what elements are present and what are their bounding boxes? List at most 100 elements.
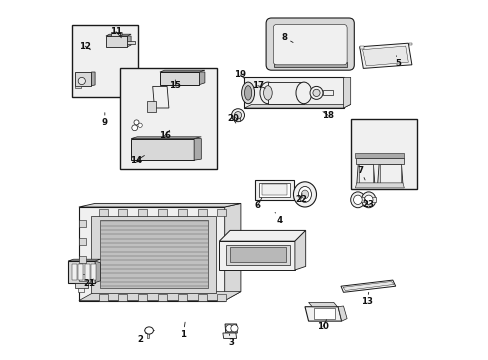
Text: 17: 17 <box>251 81 265 90</box>
Ellipse shape <box>361 192 375 208</box>
Bar <box>350 119 416 189</box>
Polygon shape <box>408 43 411 45</box>
Polygon shape <box>258 183 289 197</box>
Polygon shape <box>356 164 374 184</box>
Polygon shape <box>79 274 86 281</box>
Ellipse shape <box>350 192 365 208</box>
Polygon shape <box>118 209 127 216</box>
Ellipse shape <box>78 77 85 85</box>
Ellipse shape <box>132 125 137 131</box>
Polygon shape <box>75 72 91 86</box>
Polygon shape <box>106 36 127 47</box>
Ellipse shape <box>298 186 311 202</box>
Ellipse shape <box>301 190 308 199</box>
Polygon shape <box>138 209 147 216</box>
Polygon shape <box>217 209 226 216</box>
Polygon shape <box>343 282 393 291</box>
Polygon shape <box>99 294 107 301</box>
Ellipse shape <box>312 89 320 96</box>
Text: 10: 10 <box>316 320 328 331</box>
Polygon shape <box>308 302 337 307</box>
Text: 14: 14 <box>130 156 144 165</box>
Polygon shape <box>355 197 375 202</box>
Polygon shape <box>355 153 404 158</box>
Polygon shape <box>340 280 395 292</box>
Text: 22: 22 <box>294 194 306 203</box>
Polygon shape <box>131 139 194 160</box>
Polygon shape <box>379 164 400 184</box>
Polygon shape <box>322 90 332 95</box>
Text: 18: 18 <box>322 111 333 120</box>
Text: 16: 16 <box>158 130 170 140</box>
Ellipse shape <box>134 120 139 125</box>
Polygon shape <box>101 220 208 288</box>
Text: 6: 6 <box>254 198 261 210</box>
Polygon shape <box>219 230 305 241</box>
Ellipse shape <box>230 325 238 332</box>
Ellipse shape <box>234 112 241 119</box>
Text: 2: 2 <box>137 333 146 343</box>
Polygon shape <box>79 256 86 263</box>
Polygon shape <box>127 41 134 44</box>
Polygon shape <box>261 184 286 195</box>
Polygon shape <box>359 43 411 68</box>
Polygon shape <box>75 86 81 88</box>
Polygon shape <box>79 238 86 245</box>
Polygon shape <box>224 203 241 301</box>
Ellipse shape <box>225 325 232 332</box>
Ellipse shape <box>260 82 275 104</box>
Polygon shape <box>79 207 224 301</box>
Polygon shape <box>79 220 86 227</box>
Polygon shape <box>84 264 89 280</box>
Polygon shape <box>160 70 204 72</box>
Polygon shape <box>120 32 122 36</box>
Bar <box>267 82 303 104</box>
Polygon shape <box>219 241 294 270</box>
Polygon shape <box>235 115 240 121</box>
Polygon shape <box>99 209 107 216</box>
Polygon shape <box>68 261 95 283</box>
Bar <box>120 68 217 169</box>
Polygon shape <box>217 294 226 301</box>
Polygon shape <box>358 164 372 184</box>
Bar <box>72 25 138 97</box>
Polygon shape <box>337 306 346 321</box>
Polygon shape <box>377 164 402 184</box>
Text: 15: 15 <box>169 80 181 90</box>
Text: 5: 5 <box>395 56 401 68</box>
Polygon shape <box>75 283 88 288</box>
Text: 8: 8 <box>281 33 292 42</box>
Text: 1: 1 <box>180 322 186 338</box>
Polygon shape <box>226 245 289 265</box>
Polygon shape <box>355 158 403 164</box>
Polygon shape <box>244 104 350 108</box>
Polygon shape <box>147 330 150 338</box>
Polygon shape <box>178 294 186 301</box>
Text: 7: 7 <box>357 166 365 180</box>
FancyBboxPatch shape <box>265 18 354 70</box>
Ellipse shape <box>231 109 244 122</box>
Polygon shape <box>294 230 305 270</box>
Polygon shape <box>223 333 236 338</box>
Ellipse shape <box>309 86 322 99</box>
Text: 23: 23 <box>361 199 373 209</box>
Polygon shape <box>158 294 167 301</box>
Polygon shape <box>230 247 285 262</box>
Polygon shape <box>313 308 335 319</box>
Polygon shape <box>355 183 404 188</box>
Text: 11: 11 <box>110 27 122 38</box>
Polygon shape <box>244 77 343 108</box>
Polygon shape <box>359 46 363 49</box>
Text: 9: 9 <box>102 113 107 127</box>
Polygon shape <box>197 294 206 301</box>
Ellipse shape <box>295 82 311 104</box>
Polygon shape <box>362 46 407 66</box>
Polygon shape <box>131 137 201 139</box>
Polygon shape <box>79 292 241 301</box>
Polygon shape <box>91 216 215 293</box>
Polygon shape <box>91 264 96 280</box>
Polygon shape <box>199 72 204 85</box>
Polygon shape <box>127 36 131 47</box>
Polygon shape <box>72 264 77 280</box>
Ellipse shape <box>144 327 153 334</box>
